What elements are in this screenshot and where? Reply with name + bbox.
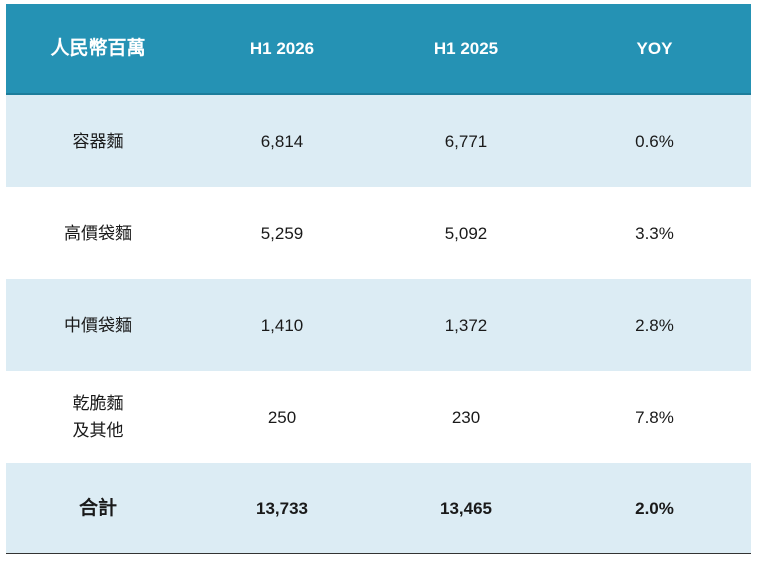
row-label: 容器麵 (72, 131, 124, 151)
total-label: 合計 (78, 497, 117, 519)
row-label: 中價袋麵 (64, 315, 132, 335)
row-h1-2025: 5,092 (444, 223, 488, 243)
row-h1-2026: 6,814 (260, 131, 304, 151)
row-h1-2025: 230 (451, 407, 481, 427)
table-row: 高價袋麵 5,259 5,092 3.3% (6, 187, 751, 279)
table-total-row: 合計 13,733 13,465 2.0% (6, 463, 751, 554)
header-h1-2025: H1 2025 (433, 39, 499, 58)
total-h1-2025: 13,465 (440, 498, 492, 518)
data-table: 人民幣百萬 H1 2026 H1 2025 YOY 容器麵 6,814 6,77… (6, 4, 751, 554)
row-label-multiline: 乾脆麵 及其他 (73, 390, 124, 444)
row-label: 高價袋麵 (64, 223, 132, 243)
row-h1-2026: 250 (267, 407, 297, 427)
row-yoy: 0.6% (635, 131, 674, 151)
table-row: 乾脆麵 及其他 250 230 7.8% (6, 371, 751, 463)
row-yoy: 2.8% (635, 315, 674, 335)
table-header-row: 人民幣百萬 H1 2026 H1 2025 YOY (6, 4, 751, 95)
row-h1-2026: 5,259 (260, 223, 304, 243)
header-h1-2026: H1 2026 (249, 39, 315, 58)
row-label-line1: 乾脆麵 (72, 394, 124, 413)
row-h1-2025: 1,372 (444, 315, 488, 335)
row-label-line2: 及其他 (72, 421, 124, 440)
row-yoy: 3.3% (635, 223, 674, 243)
table-row: 容器麵 6,814 6,771 0.6% (6, 95, 751, 187)
row-h1-2026: 1,410 (260, 315, 304, 335)
row-h1-2025: 6,771 (444, 131, 488, 151)
row-yoy: 7.8% (635, 407, 674, 427)
table-row: 中價袋麵 1,410 1,372 2.8% (6, 279, 751, 371)
row-label: 乾脆麵 及其他 (6, 390, 190, 444)
header-unit: 人民幣百萬 (50, 38, 146, 59)
total-yoy: 2.0% (635, 498, 674, 518)
total-h1-2026: 13,733 (256, 498, 308, 518)
header-yoy: YOY (636, 39, 673, 58)
